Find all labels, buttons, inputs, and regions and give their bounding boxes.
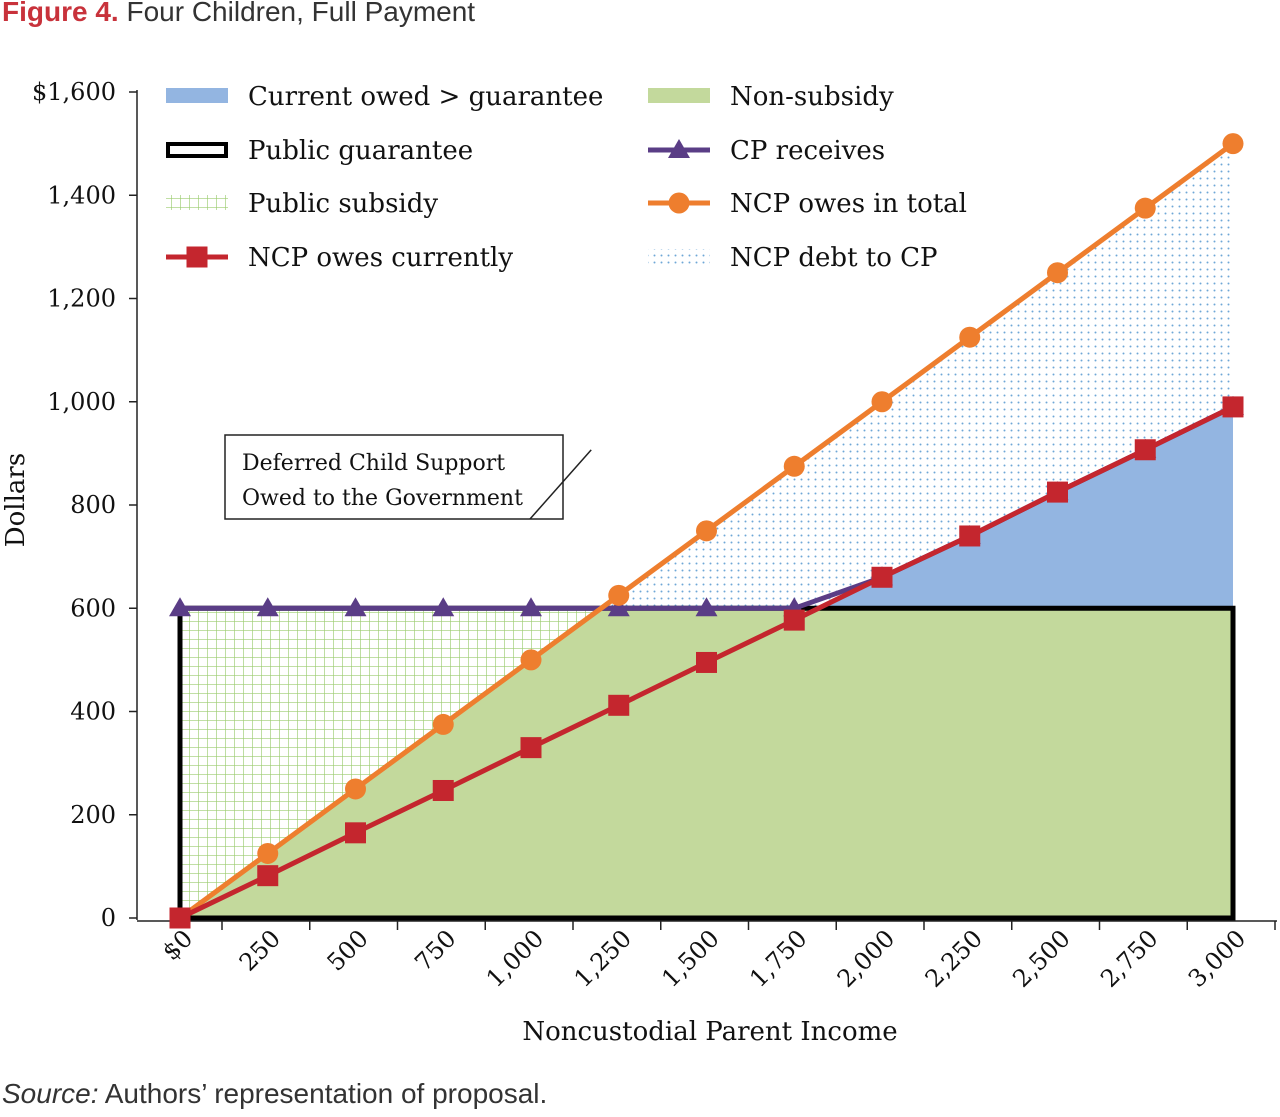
- cp-receives-marker: [695, 597, 718, 617]
- source-label: Source:: [2, 1078, 99, 1109]
- x-tick-label: 250: [234, 924, 286, 976]
- legend-swatch: [166, 142, 228, 158]
- y-tick-label: 1,200: [47, 285, 116, 313]
- figure-title-text: Four Children, Full Payment: [126, 0, 476, 27]
- y-tick-label: 600: [70, 594, 116, 622]
- legend-swatch-marker: [186, 246, 208, 268]
- legend-label: Public subsidy: [248, 189, 438, 219]
- source-text: Authors’ representation of proposal.: [104, 1078, 548, 1109]
- annotation-text: Deferred Child Support: [242, 451, 505, 476]
- legend-label: NCP owes currently: [248, 243, 513, 273]
- ncp-total-marker: [696, 520, 717, 542]
- y-tick-label: $1,600: [32, 78, 116, 106]
- legend-swatch-marker: [668, 192, 690, 214]
- figure-number: Figure 4.: [2, 0, 119, 27]
- legend-item-ncp-debt: NCP debt to CP: [648, 243, 938, 273]
- x-tick-label: 2,250: [920, 924, 988, 992]
- legend-label: NCP owes in total: [730, 189, 967, 219]
- ncp-total-marker: [1134, 197, 1156, 219]
- ncp-current-marker: [169, 907, 191, 929]
- ncp-current-marker: [257, 865, 279, 887]
- ncp-total-marker: [1222, 133, 1244, 155]
- legend-swatch-marker: [668, 139, 690, 158]
- chart-legend: Current owed > guarantee Non-subsidy Publi…: [166, 82, 967, 273]
- chart-series: [169, 133, 1244, 929]
- ncp-total-marker: [608, 584, 630, 606]
- ncp-total-marker: [783, 455, 805, 477]
- legend-swatch: [166, 88, 228, 103]
- cp-receives-marker: [432, 597, 455, 617]
- current-owed-area: [818, 406, 1233, 609]
- x-tick-label: 1,250: [569, 924, 637, 992]
- legend-item-ncp-total: NCP owes in total: [648, 189, 967, 219]
- x-tick-label: 1,500: [656, 924, 724, 992]
- legend-item-public-guarantee: Public guarantee: [166, 136, 473, 166]
- ncp-current-marker: [959, 525, 981, 547]
- x-tick-label: 2,750: [1095, 924, 1163, 992]
- ncp-current-marker: [871, 566, 893, 588]
- y-tick-label: 0: [101, 904, 116, 932]
- x-tick-label: 750: [409, 924, 461, 976]
- chart-annotation: Deferred Child Support Owed to the Govern…: [224, 434, 592, 520]
- legend-item-cp-receives: CP receives: [648, 136, 885, 166]
- legend-swatch: [648, 249, 710, 264]
- x-tick-label: 500: [322, 924, 374, 976]
- ncp-current-marker: [696, 651, 717, 673]
- legend-label: CP receives: [730, 136, 885, 166]
- x-tick-label: 3,000: [1183, 924, 1251, 992]
- chart: 0 200 400 600 800 1,000 1,200 1,400 $1,600 $0 250 5…: [1, 78, 1277, 1047]
- figure-title: Figure 4. Four Children, Full Payment: [2, 0, 475, 28]
- y-tick-label: 400: [70, 698, 116, 726]
- ncp-total-marker: [345, 778, 366, 800]
- x-tick-label: 2,500: [1007, 924, 1075, 992]
- cp-receives-marker: [344, 597, 367, 617]
- x-axis-title: Noncustodial Parent Income: [522, 1017, 897, 1047]
- ncp-current-marker: [1134, 439, 1156, 461]
- y-tick-label: 200: [70, 801, 116, 829]
- ncp-total-marker: [959, 326, 981, 348]
- legend-item-public-subsidy: Public subsidy: [166, 189, 438, 219]
- ncp-total-marker: [871, 391, 893, 413]
- non-subsidy-area: [180, 608, 1233, 918]
- legend-label: NCP debt to CP: [730, 243, 938, 273]
- y-tick-label: 1,400: [47, 181, 116, 209]
- cp-receives-marker: [607, 597, 630, 617]
- ncp-current-marker: [520, 737, 542, 759]
- source-note: Source: Authors’ representation of propo…: [2, 1078, 547, 1110]
- legend-label: Public guarantee: [248, 136, 473, 166]
- y-axis-title: Dollars: [1, 453, 31, 547]
- ncp-current-marker: [608, 694, 630, 716]
- ncp-current-marker: [1047, 481, 1068, 503]
- ncp-total-marker: [432, 713, 454, 735]
- ncp-total-marker: [520, 649, 542, 671]
- y-tick-label: 1,000: [47, 388, 116, 416]
- annotation-leader: [529, 449, 592, 520]
- cp-receives-marker: [256, 597, 279, 617]
- ncp-total-marker: [257, 842, 279, 864]
- legend-label: Current owed > guarantee: [248, 82, 603, 112]
- x-tick-label: 1,000: [481, 924, 549, 992]
- ncp-current-marker: [1222, 396, 1244, 418]
- ncp-total-marker: [1047, 262, 1068, 284]
- ncp-current-marker: [783, 609, 805, 631]
- x-tick-label: 1,750: [744, 924, 812, 992]
- cp-receives-marker: [520, 597, 542, 617]
- legend-swatch: [166, 195, 228, 210]
- ncp-current-marker: [432, 779, 454, 801]
- legend-item-ncp-current: NCP owes currently: [166, 243, 513, 273]
- legend-swatch: [648, 88, 710, 103]
- legend-item-non-subsidy: Non-subsidy: [648, 82, 894, 112]
- legend-label: Non-subsidy: [730, 82, 894, 112]
- legend-item-current-owed: Current owed > guarantee: [166, 82, 603, 112]
- cp-receives-marker: [169, 597, 191, 617]
- ncp-current-marker: [345, 822, 366, 844]
- annotation-box: [224, 434, 564, 520]
- y-tick-label: 800: [70, 491, 116, 519]
- annotation-text: Owed to the Government: [242, 486, 523, 511]
- x-tick-label: $0: [157, 924, 198, 965]
- x-tick-label: 2,000: [832, 924, 900, 992]
